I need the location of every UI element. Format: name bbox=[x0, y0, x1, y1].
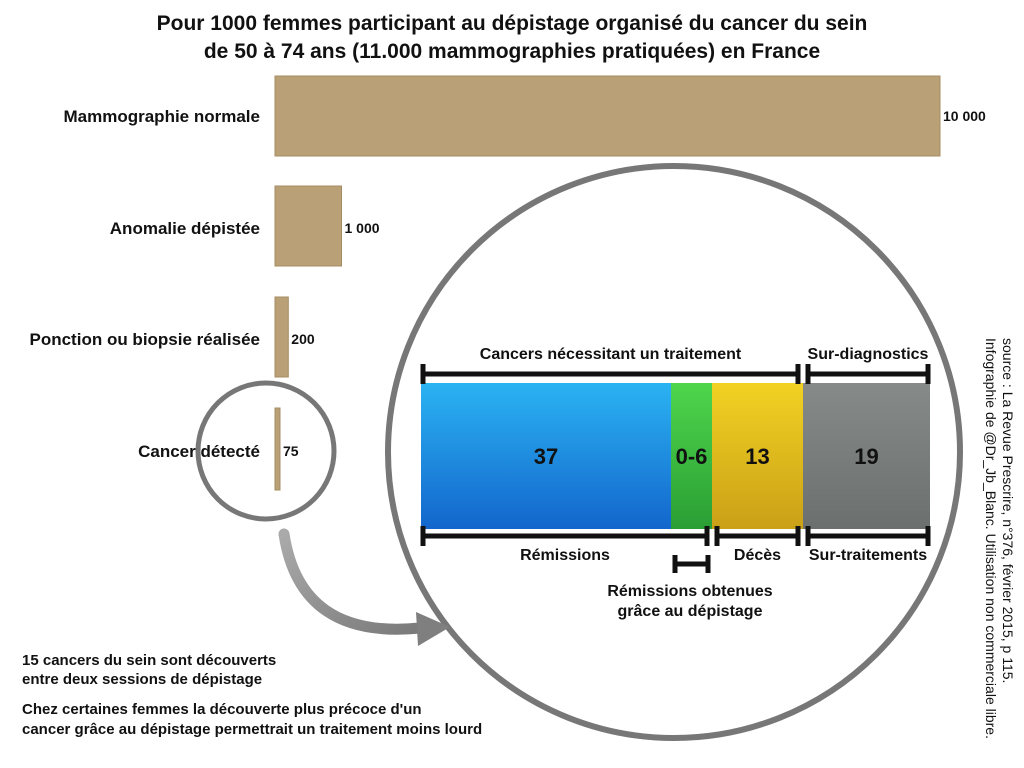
segment-19 bbox=[803, 383, 930, 529]
top-bracket-sur-diagnostics bbox=[805, 364, 931, 384]
bar-mammographie-normale bbox=[274, 75, 941, 157]
segment-0-6 bbox=[671, 383, 712, 529]
value-label-anomalie-depistee: 1 000 bbox=[345, 220, 380, 236]
segment-label-0-6: 0-6 bbox=[676, 444, 708, 469]
value-label-mammographie-normale: 10 000 bbox=[943, 108, 986, 124]
category-label-ponction-ou-biopsie-realisee: Ponction ou biopsie réalisée bbox=[30, 330, 261, 349]
note-interval-cancers-line2: entre deux sessions de dépistage bbox=[22, 671, 262, 688]
segment-label-19: 19 bbox=[854, 444, 878, 469]
sub-bracket-label-line2: grâce au dépistage bbox=[618, 603, 763, 620]
segment-label-37: 37 bbox=[534, 444, 558, 469]
note-early-detection-line1: Chez certaines femmes la découverte plus… bbox=[22, 701, 422, 718]
bottom-bracket-label-remissions: Rémissions bbox=[520, 547, 610, 564]
value-label-cancer-detecte: 75 bbox=[283, 443, 299, 459]
value-label-ponction-ou-biopsie-realisee: 200 bbox=[291, 331, 315, 347]
curved-arrow bbox=[278, 528, 426, 635]
top-bracket-label-sur-diagnostics: Sur-diagnostics bbox=[808, 346, 929, 363]
bottom-bracket-sur-traitements bbox=[805, 526, 931, 546]
bar-anomalie-depistee bbox=[274, 185, 342, 267]
bottom-bracket-deces bbox=[714, 526, 801, 546]
category-label-mammographie-normale: Mammographie normale bbox=[64, 107, 261, 126]
note-interval-cancers-line1: 15 cancers du sein sont découverts bbox=[22, 652, 276, 669]
stacked-breakdown: 37 0-6 13 19 Cancers nécessitant un traiteme… bbox=[420, 346, 931, 620]
source-line1: source : La Revue Prescrire, n°376, févr… bbox=[1000, 338, 1016, 683]
main-bar-chart: Mammographie normale 10 000 Anomalie dépis… bbox=[30, 75, 986, 491]
small-highlight-circle bbox=[195, 380, 337, 522]
sub-bracket-remissions-depistage bbox=[672, 555, 711, 573]
bottom-bracket-remissions bbox=[420, 526, 710, 546]
chart-title-line2: de 50 à 74 ans (11.000 mammographies pra… bbox=[204, 40, 820, 63]
bar-cancer-detecte bbox=[274, 407, 281, 491]
bottom-bracket-label-sur-traitements: Sur-traitements bbox=[809, 547, 927, 564]
bottom-bracket-label-deces: Décès bbox=[734, 547, 781, 564]
segment-37 bbox=[421, 383, 671, 529]
source-line2: Infographie de @Dr_Jb_Blanc. Utilisation… bbox=[983, 338, 999, 739]
note-early-detection-line2: cancer grâce au dépistage permettrait un… bbox=[22, 721, 482, 738]
bar-ponction-ou-biopsie-realisee bbox=[274, 296, 289, 378]
chart-title-line1: Pour 1000 femmes participant au dépistag… bbox=[157, 12, 868, 35]
sub-bracket-label-line1: Rémissions obtenues bbox=[607, 583, 772, 600]
segment-13 bbox=[712, 383, 803, 529]
segment-label-13: 13 bbox=[745, 444, 769, 469]
arrow-head bbox=[416, 612, 450, 646]
category-label-anomalie-depistee: Anomalie dépistée bbox=[110, 219, 260, 238]
top-bracket-cancers-necessitant-un-traitement bbox=[420, 364, 801, 384]
top-bracket-label-cancers-necessitant-un-traitement: Cancers nécessitant un traitement bbox=[480, 346, 742, 363]
